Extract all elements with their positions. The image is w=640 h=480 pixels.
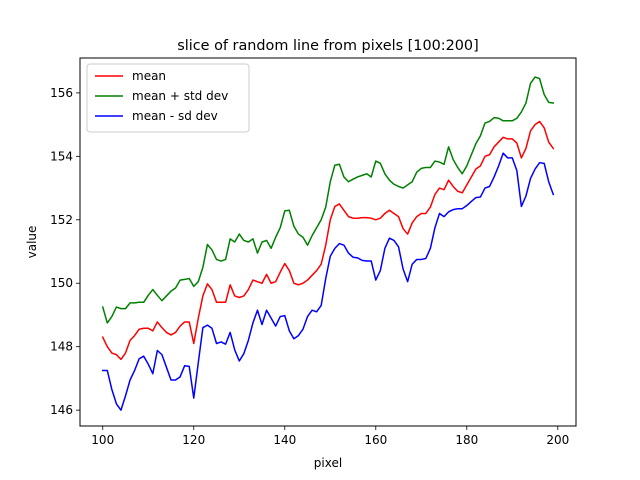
x-tick-label: 200 bbox=[546, 433, 569, 447]
series-line-1 bbox=[101, 120, 555, 361]
x-tick-label: 120 bbox=[182, 433, 205, 447]
y-tick-label: 150 bbox=[50, 276, 73, 290]
x-tick-label: 160 bbox=[364, 433, 387, 447]
legend: mean mean + std dev mean - sd dev bbox=[86, 63, 250, 133]
y-tick-label: 152 bbox=[50, 213, 73, 227]
legend-box bbox=[86, 63, 250, 133]
y-tick-label: 154 bbox=[50, 149, 73, 163]
plot-frame bbox=[79, 57, 577, 427]
x-tick-label: 180 bbox=[455, 433, 478, 447]
x-axis-label: pixel bbox=[314, 456, 342, 470]
x-tick-label: 100 bbox=[91, 433, 114, 447]
y-tick-label: 148 bbox=[50, 340, 73, 354]
series-line-3 bbox=[102, 152, 555, 411]
legend-label-1: mean bbox=[132, 69, 166, 83]
legend-label-2: mean + std dev bbox=[132, 89, 228, 103]
series-line-2 bbox=[101, 76, 555, 324]
chart-title: slice of random line from pixels [100:20… bbox=[177, 38, 478, 54]
y-tick-label: 146 bbox=[50, 403, 73, 417]
series-layer bbox=[101, 76, 555, 411]
y-axis: 146 148 150 152 154 156 bbox=[50, 86, 80, 417]
y-axis-label: value bbox=[25, 226, 39, 259]
x-axis: 100 120 140 160 180 200 bbox=[91, 426, 569, 447]
legend-label-3: mean - sd dev bbox=[132, 109, 218, 123]
x-tick-label: 140 bbox=[273, 433, 296, 447]
y-tick-label: 156 bbox=[50, 86, 73, 100]
